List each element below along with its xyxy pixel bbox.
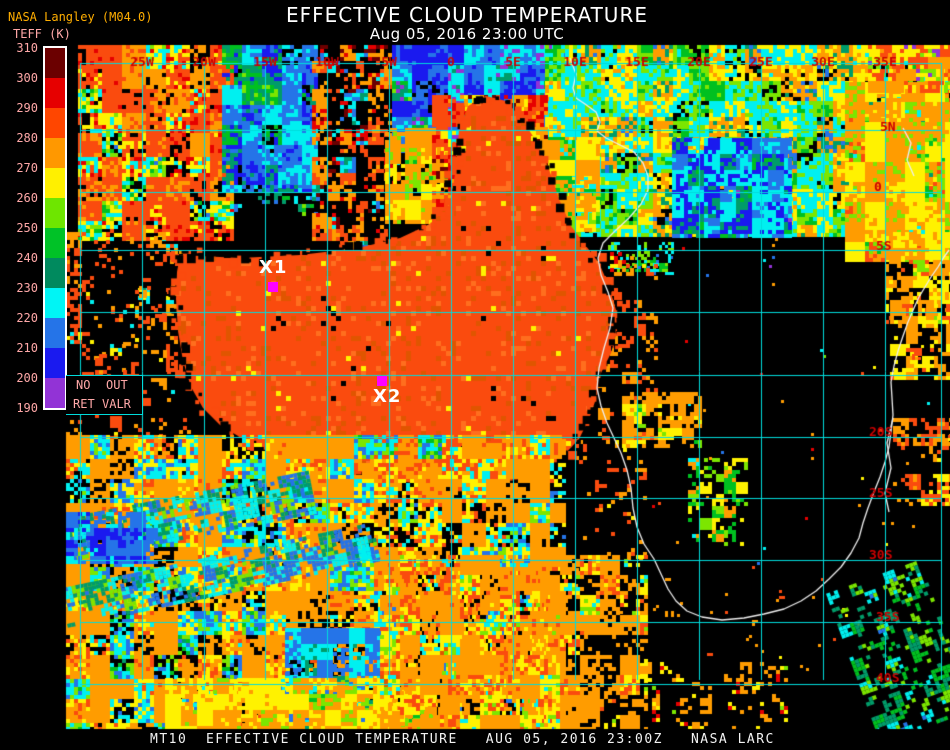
colorbar-tick-label: 250 [16,221,38,235]
legend-ret-label: RET [73,397,95,411]
colorbar-tick-label: 270 [16,161,38,175]
colorbar-tick-label: 240 [16,251,38,265]
legend-no-ret-box: NO OUT RET VALR [66,375,143,415]
colorbar-tick-label: 300 [16,71,38,85]
legend-out-label: OUT [106,378,128,392]
colorbar-title: TEFF (K) [13,27,71,41]
source-label: NASA Langley (M04.0) [8,10,153,24]
colorbar-segment [45,288,65,318]
page-title: EFFECTIVE CLOUD TEMPERATURE [286,3,648,27]
colorbar-tick-label: 290 [16,101,38,115]
colorbar-segment [45,228,65,258]
colorbar-segment [45,168,65,198]
status-bar: MT10 EFFECTIVE CLOUD TEMPERATURE AUG 05,… [150,732,775,747]
colorbar-segment [45,48,65,78]
marker-x1-point[interactable] [268,282,278,292]
colorbar-segment [45,258,65,288]
colorbar-segment [45,78,65,108]
colorbar-segment [45,198,65,228]
marker-x2-label: X2 [373,386,402,407]
colorbar-segment [45,138,65,168]
colorbar-segment [45,108,65,138]
colorbar-tick-label: 310 [16,41,38,55]
marker-x1-label: X1 [259,257,288,278]
colorbar-tick-label: 210 [16,341,38,355]
colorbar [43,46,67,410]
colorbar-segment [45,348,65,378]
colorbar-tick-label: 230 [16,281,38,295]
colorbar-segment [45,378,65,408]
colorbar-tick-label: 280 [16,131,38,145]
legend-no-label: NO [76,378,91,392]
marker-x2-point[interactable] [377,376,387,386]
colorbar-tick-label: 190 [16,401,38,415]
colorbar-tick-label: 220 [16,311,38,325]
colorbar-tick-label: 200 [16,371,38,385]
colorbar-tick-label: 260 [16,191,38,205]
colorbar-segment [45,318,65,348]
legend-valr-label: VALR [102,397,131,411]
page-subtitle: Aug 05, 2016 23:00 UTC [369,25,565,43]
